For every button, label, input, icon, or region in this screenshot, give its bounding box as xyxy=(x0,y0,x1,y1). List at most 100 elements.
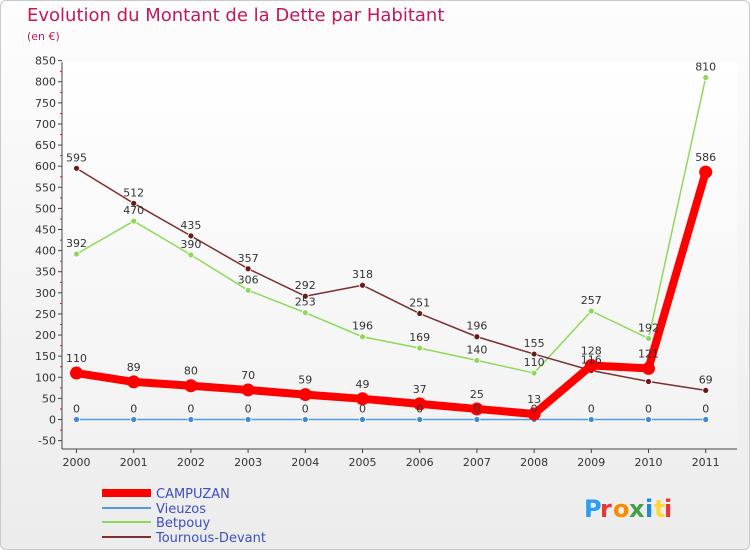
y-tick-label: 100 xyxy=(35,371,56,384)
x-tick-label: 2006 xyxy=(406,456,434,469)
data-point-vieuzos xyxy=(244,416,252,423)
x-tick-label: 2002 xyxy=(177,456,205,469)
data-label: 80 xyxy=(184,365,198,378)
data-point-vieuzos xyxy=(473,416,481,423)
data-point-tournous-devant xyxy=(73,164,80,172)
data-label: 70 xyxy=(241,369,255,382)
data-point-tournous-devant xyxy=(187,232,195,240)
series-line-campuzan xyxy=(75,170,710,419)
chart-subtitle: (en €) xyxy=(27,30,60,43)
data-label: 0 xyxy=(416,403,423,416)
data-point-campuzan xyxy=(413,397,427,411)
data-label: 0 xyxy=(359,403,366,416)
data-label: 128 xyxy=(581,344,602,357)
data-point-vieuzos xyxy=(130,416,138,423)
data-label: 253 xyxy=(295,296,316,309)
data-point-tournous-devant xyxy=(645,378,652,385)
data-point-betpouy xyxy=(301,309,309,317)
data-label: 192 xyxy=(638,321,659,334)
data-label: 595 xyxy=(66,151,87,164)
y-tick-label: 750 xyxy=(35,97,56,110)
data-point-vieuzos xyxy=(359,416,366,423)
y-tick-label: 550 xyxy=(35,181,56,194)
data-label: 251 xyxy=(409,297,430,310)
data-point-tournous-devant xyxy=(130,199,138,207)
data-label: 306 xyxy=(238,273,259,286)
data-label: 0 xyxy=(302,403,309,416)
data-label: 470 xyxy=(123,204,144,217)
data-label: 390 xyxy=(180,238,201,251)
data-point-tournous-devant xyxy=(473,333,481,341)
data-point-campuzan xyxy=(470,402,484,416)
data-point-betpouy xyxy=(187,251,195,259)
data-point-tournous-devant xyxy=(244,265,252,273)
data-point-betpouy xyxy=(645,335,652,342)
data-label: 0 xyxy=(588,403,595,416)
y-tick-label: 450 xyxy=(35,224,56,237)
data-label: 0 xyxy=(187,403,194,416)
y-tick-label: 200 xyxy=(35,329,56,342)
data-label: 140 xyxy=(466,343,487,356)
x-tick-label: 2009 xyxy=(577,456,605,469)
data-point-tournous-devant xyxy=(530,350,538,358)
data-label: 318 xyxy=(352,268,373,281)
data-label: 196 xyxy=(352,320,373,333)
data-label: 392 xyxy=(66,237,87,250)
data-label: 121 xyxy=(638,347,659,360)
x-tick-label: 2004 xyxy=(291,456,319,469)
y-tick-label: 50 xyxy=(42,392,56,405)
series-line-betpouy xyxy=(76,77,707,374)
data-label: 155 xyxy=(524,337,545,350)
y-tick-label: 800 xyxy=(35,76,56,89)
data-label: 586 xyxy=(695,151,716,164)
data-point-campuzan xyxy=(356,392,369,406)
y-tick-label: 400 xyxy=(35,245,56,258)
data-point-vieuzos xyxy=(645,416,652,423)
x-tick-label: 2000 xyxy=(63,456,91,469)
data-label: 0 xyxy=(245,403,252,416)
chart-title: Evolution du Montant de la Dette par Hab… xyxy=(27,5,445,26)
y-tick-label: 650 xyxy=(35,139,56,152)
plot-background xyxy=(62,62,737,449)
data-label: 512 xyxy=(123,186,144,199)
x-tick-label: 2008 xyxy=(520,456,548,469)
x-tick-label: 2003 xyxy=(234,456,262,469)
data-point-betpouy xyxy=(130,217,138,225)
data-label: 49 xyxy=(356,378,370,391)
y-tick-label: 300 xyxy=(35,287,56,300)
data-label: 0 xyxy=(73,403,80,416)
data-label: 59 xyxy=(298,374,312,387)
data-label: 0 xyxy=(130,403,137,416)
data-label: 196 xyxy=(466,320,487,333)
legend-label-betpouy: Betpouy xyxy=(156,516,210,531)
data-label: 257 xyxy=(581,294,602,307)
data-point-campuzan xyxy=(699,165,713,179)
y-tick-label: 250 xyxy=(35,308,56,321)
data-point-tournous-devant xyxy=(416,310,424,317)
data-point-betpouy xyxy=(473,356,481,364)
data-point-tournous-devant xyxy=(359,281,366,289)
data-point-campuzan xyxy=(584,358,598,372)
data-label: 0 xyxy=(531,403,538,416)
data-point-campuzan xyxy=(184,379,198,393)
logo-letter: r xyxy=(600,495,612,523)
logo-letter: i xyxy=(664,495,672,523)
x-tick-label: 2005 xyxy=(349,456,377,469)
data-label: 69 xyxy=(699,373,713,386)
data-label: 435 xyxy=(180,219,201,232)
data-point-vieuzos xyxy=(187,416,195,423)
data-point-vieuzos xyxy=(416,416,424,423)
data-point-betpouy xyxy=(359,333,366,341)
data-label: 37 xyxy=(413,383,427,396)
data-label: 169 xyxy=(409,331,430,344)
data-label: 116 xyxy=(581,354,602,367)
logo-letter: P xyxy=(584,495,602,523)
logo-letter: t xyxy=(654,495,665,523)
data-label: 110 xyxy=(524,356,545,369)
data-point-vieuzos xyxy=(73,416,80,423)
data-label: 810 xyxy=(695,61,716,74)
proxiti-logo: Pr o x i ti xyxy=(584,495,672,523)
legend-label-tournous-devant: Tournous-Devant xyxy=(155,531,266,546)
